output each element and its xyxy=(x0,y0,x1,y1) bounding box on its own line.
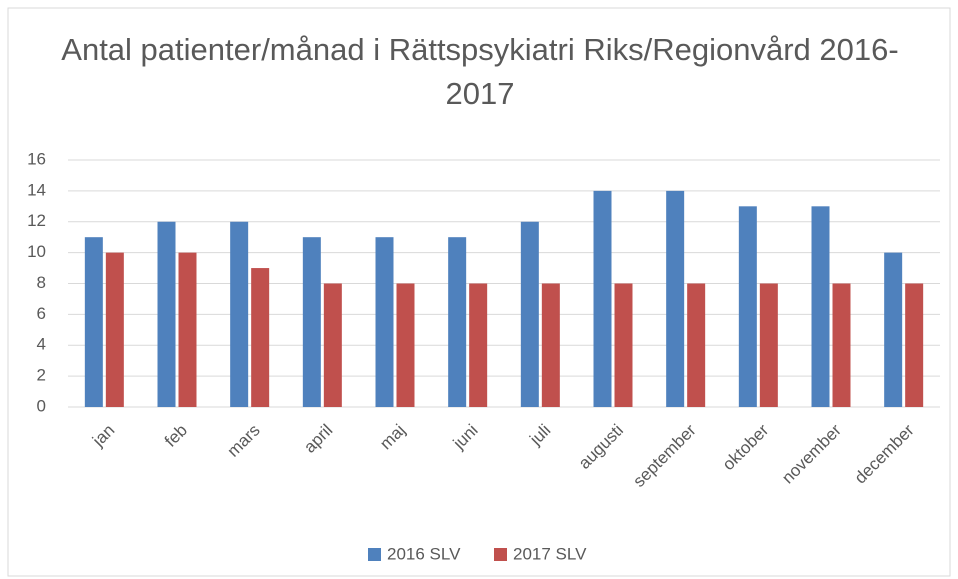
bar xyxy=(84,237,103,407)
y-tick-label: 10 xyxy=(27,242,46,261)
chart-border xyxy=(7,7,951,577)
bar xyxy=(666,190,685,407)
x-tick-label: mars xyxy=(224,421,264,461)
bar xyxy=(614,283,633,407)
bar xyxy=(230,221,249,407)
bar xyxy=(323,283,342,407)
x-tick-label: augusti xyxy=(575,421,627,473)
x-tick-label: december xyxy=(851,420,918,487)
y-tick-label: 0 xyxy=(37,396,46,415)
bar xyxy=(251,268,270,407)
y-tick-label: 8 xyxy=(37,273,46,292)
bar xyxy=(687,283,706,407)
bar xyxy=(302,237,321,407)
chart-title: Antal patienter/månad i Rättspsykiatri R… xyxy=(61,32,899,111)
x-tick-label: november xyxy=(778,420,845,487)
bar xyxy=(105,252,124,407)
y-tick-label: 12 xyxy=(27,211,46,230)
bar xyxy=(178,252,197,407)
x-tick-label: feb xyxy=(161,421,191,451)
legend-label: 2016 SLV xyxy=(387,544,461,563)
x-tick-label: oktober xyxy=(719,420,773,474)
x-tick-label: jan xyxy=(88,421,118,451)
bar xyxy=(593,190,612,407)
x-tick-label: april xyxy=(300,421,336,457)
legend-swatch xyxy=(494,548,507,561)
x-tick-label: juli xyxy=(525,421,554,450)
bar xyxy=(541,283,560,407)
bar xyxy=(811,206,830,407)
bar xyxy=(157,221,176,407)
bar xyxy=(905,283,924,407)
bar xyxy=(520,221,539,407)
bar xyxy=(832,283,851,407)
bar xyxy=(884,252,903,407)
y-tick-label: 6 xyxy=(37,304,46,323)
y-tick-label: 14 xyxy=(27,180,46,199)
legend-swatch xyxy=(368,548,381,561)
legend-label: 2017 SLV xyxy=(513,544,587,563)
y-tick-label: 16 xyxy=(27,149,46,168)
bar xyxy=(448,237,467,407)
bar xyxy=(738,206,757,407)
y-tick-label: 4 xyxy=(37,335,46,354)
bar xyxy=(759,283,778,407)
bar xyxy=(375,237,394,407)
y-tick-label: 2 xyxy=(37,366,46,385)
x-tick-label: juni xyxy=(449,421,482,454)
x-tick-label: maj xyxy=(376,421,409,454)
x-tick-label: september xyxy=(629,420,699,490)
bar xyxy=(396,283,415,407)
bar xyxy=(469,283,488,407)
